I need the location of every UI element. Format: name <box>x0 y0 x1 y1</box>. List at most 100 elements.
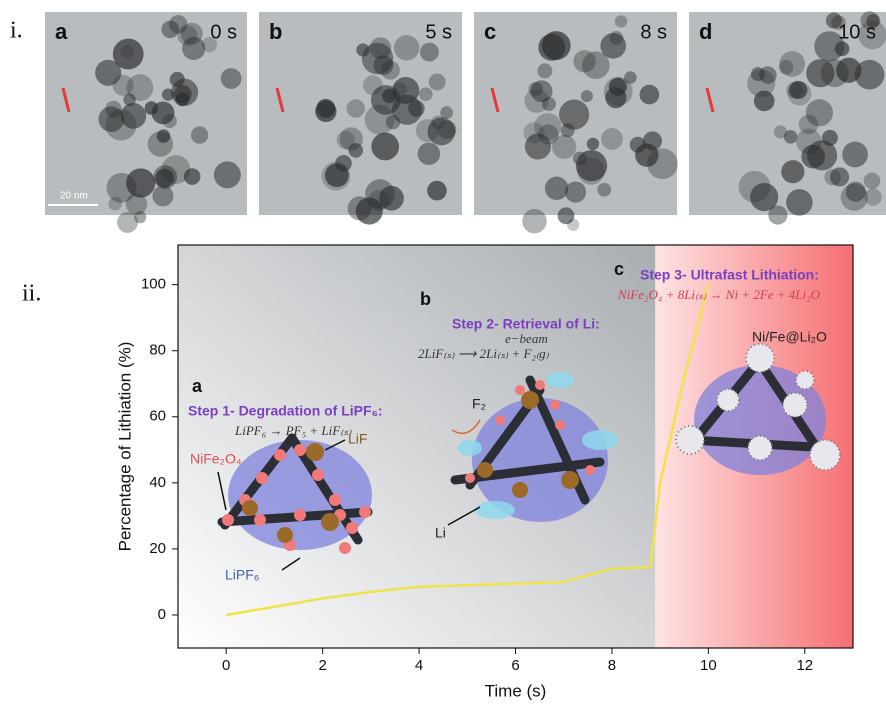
label: NiFe₂O₄ <box>190 451 242 467</box>
particle <box>325 163 349 187</box>
particle <box>552 135 576 159</box>
image-time: 10 s <box>838 21 876 43</box>
particle <box>835 41 850 56</box>
y-tick-label: 100 <box>141 276 166 293</box>
step-title: Step 2- Retrieval of Li: <box>452 316 600 332</box>
particle <box>416 119 439 142</box>
particle <box>108 197 122 211</box>
particle <box>221 68 242 89</box>
x-tick-label: 0 <box>222 657 230 674</box>
particle <box>864 173 881 190</box>
particle <box>561 123 575 137</box>
particle <box>214 161 241 188</box>
particle <box>836 58 861 83</box>
particle <box>408 100 425 117</box>
particle <box>846 182 866 202</box>
particle <box>420 43 439 62</box>
particle <box>842 142 868 168</box>
particle <box>615 15 627 27</box>
particle <box>786 189 813 216</box>
particle <box>537 63 552 78</box>
particle <box>121 103 147 129</box>
particle <box>525 133 551 159</box>
particle <box>601 128 623 150</box>
particle <box>148 131 173 156</box>
particle <box>381 61 400 80</box>
figure: a0 sb5 sc8 sd10 s20 nm i. ii. a <box>0 0 886 706</box>
particle <box>640 85 660 105</box>
step-letter: c <box>614 259 624 279</box>
panel-label: i. <box>10 18 23 44</box>
x-tick-label: 2 <box>318 657 326 674</box>
image-letter: b <box>269 19 282 44</box>
particle <box>573 152 587 166</box>
y-axis-label: Percentage of Lithiation (%) <box>115 342 134 552</box>
particle <box>864 188 881 205</box>
step-letter: b <box>420 289 431 309</box>
x-tick-label: 4 <box>415 657 423 674</box>
particle <box>191 126 208 143</box>
particle <box>427 181 447 201</box>
scale-label: 20 nm <box>60 191 88 202</box>
particle <box>604 77 633 106</box>
particle <box>779 60 793 74</box>
particle <box>418 142 441 165</box>
particle <box>356 43 369 56</box>
particle <box>105 101 122 118</box>
x-tick-label: 8 <box>608 657 616 674</box>
particle <box>155 169 174 188</box>
x-tick-label: 12 <box>796 657 813 674</box>
x-tick-label: 10 <box>700 657 717 674</box>
particle <box>768 206 787 225</box>
particle <box>123 93 136 106</box>
label: LiF <box>348 431 367 447</box>
particle <box>370 37 392 59</box>
particle <box>806 59 834 87</box>
particle <box>419 87 433 101</box>
equation-note: e−beam <box>505 331 548 346</box>
y-tick-label: 60 <box>149 408 166 425</box>
image-letter: d <box>699 19 712 44</box>
label: Li <box>435 525 446 541</box>
particle <box>581 90 593 102</box>
y-tick-label: 0 <box>158 606 166 623</box>
image-letter: c <box>484 19 496 44</box>
image-time: 0 s <box>210 21 237 43</box>
particle <box>162 89 174 101</box>
particle <box>545 177 568 200</box>
y-tick-label: 20 <box>149 540 166 557</box>
particle <box>542 97 556 111</box>
y-tick-label: 80 <box>149 342 166 359</box>
particle <box>316 99 335 118</box>
particle <box>781 160 804 183</box>
particle <box>647 148 678 179</box>
step-title: Step 3- Ultrafast Lithiation: <box>640 267 819 283</box>
equation: NiFe₂O₄ + 8Li₍ₛ₎ → Ni + 2Fe + 4Li₂O <box>617 287 821 302</box>
particle <box>565 181 586 202</box>
particle <box>538 34 565 61</box>
image-letter: a <box>55 19 68 44</box>
particle <box>643 131 662 150</box>
tem-panels: a 0 s b 5 s c 8 s d 10 s 20 nm <box>45 11 886 233</box>
label: F₂ <box>472 396 486 412</box>
x-axis-label: Time (s) <box>485 681 547 700</box>
particle <box>796 129 822 155</box>
particle <box>161 21 179 39</box>
particle <box>522 209 546 233</box>
image-time: 8 s <box>640 21 667 43</box>
particle <box>806 99 833 126</box>
particle <box>587 138 599 150</box>
particle <box>386 115 400 129</box>
image-time: 5 s <box>425 21 452 43</box>
particle <box>347 99 365 117</box>
particle <box>120 45 134 59</box>
particle <box>368 190 389 211</box>
particle <box>177 26 197 46</box>
x-tick-label: 6 <box>511 657 519 674</box>
particle <box>438 120 457 139</box>
particle <box>824 169 840 185</box>
label: LiPF₆ <box>225 567 259 583</box>
particle <box>340 127 363 150</box>
equation: 2LiF₍ₛ₎ ⟶ 2Li₍ₛ₎ + F₂₍g₎ <box>418 346 550 361</box>
particle <box>393 82 407 96</box>
